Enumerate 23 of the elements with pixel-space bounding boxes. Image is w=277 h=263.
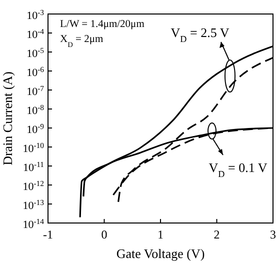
y-tick-label: 10$^{-12}$ [22, 178, 44, 193]
y-axis-title: Drain Current (A) [0, 72, 15, 166]
annotation: X$_{D}$ = 2μm [60, 34, 104, 48]
y-tick-label: 10$^{-7}$ [26, 83, 44, 98]
y-tick-label: 10$^{-6}$ [26, 64, 44, 79]
annotation: V$_{D}$ = 2.5 V [170, 25, 230, 44]
y-tick-label: 10$^{-3}$ [26, 7, 44, 22]
y-tick-label: 10$^{-9}$ [26, 121, 44, 136]
annotation: L/W = 1.4μm/20μm [60, 19, 144, 30]
annotation: V$_{D}$ = 0.1 V [208, 160, 268, 179]
x-tick-label: 1 [158, 228, 164, 242]
x-tick-label: 3 [270, 228, 276, 242]
x-tick-label: 2 [214, 228, 220, 242]
x-tick-label: 0 [101, 228, 108, 242]
y-tick-label: 10$^{-5}$ [26, 45, 44, 60]
y-tick-label: 10$^{-13}$ [22, 197, 44, 212]
y-tick-label: 10$^{-14}$ [22, 216, 44, 231]
y-tick-label: 10$^{-11}$ [23, 159, 44, 174]
y-tick-label: 10$^{-8}$ [26, 102, 44, 117]
y-tick-label: 10$^{-10}$ [22, 140, 44, 155]
y-tick-label: 10$^{-4}$ [26, 26, 44, 41]
x-axis-title: Gate Voltage (V) [116, 246, 205, 261]
x-tick-label: -1 [43, 228, 53, 242]
